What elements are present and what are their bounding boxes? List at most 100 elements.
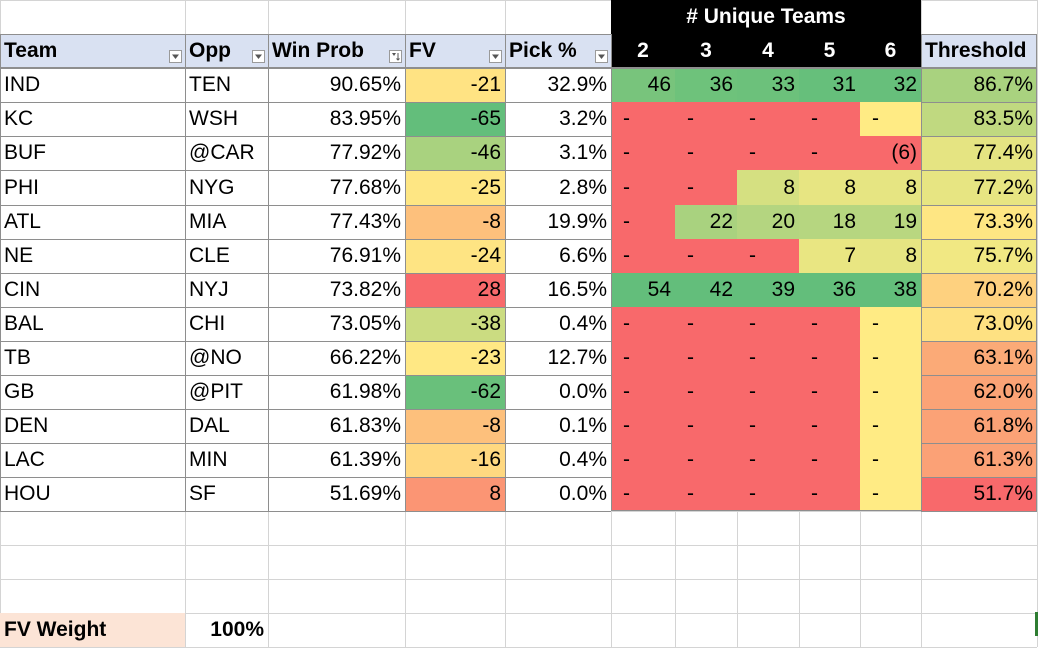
fv-weight-label[interactable]: FV Weight: [0, 613, 185, 647]
cell-opp[interactable]: @PIT: [189, 380, 243, 403]
cell-unique-5[interactable]: 7: [799, 239, 860, 273]
cell-fv[interactable]: 8: [405, 477, 505, 511]
cell-unique-3[interactable]: -: [675, 102, 737, 136]
cell-unique-6[interactable]: -: [860, 341, 921, 375]
cell-pick-pct[interactable]: 3.1%: [559, 141, 607, 164]
cell-team[interactable]: HOU: [4, 482, 51, 505]
cell-unique-5[interactable]: 31: [799, 68, 860, 102]
cell-unique-5[interactable]: -: [799, 136, 860, 170]
cell-win-prob[interactable]: 66.22%: [329, 346, 401, 369]
cell-threshold[interactable]: 61.3%: [921, 443, 1037, 477]
cell-unique-3[interactable]: 36: [675, 68, 737, 102]
cell-unique-6[interactable]: 32: [860, 68, 921, 102]
cell-unique-4[interactable]: -: [737, 375, 799, 409]
header-unique-2[interactable]: 2: [611, 34, 675, 68]
cell-unique-4[interactable]: -: [737, 136, 799, 170]
cell-unique-2[interactable]: -: [611, 102, 675, 136]
header-unique-teams[interactable]: # Unique Teams: [611, 0, 921, 34]
cell-unique-4[interactable]: 33: [737, 68, 799, 102]
cell-unique-2[interactable]: -: [611, 375, 675, 409]
cell-unique-4[interactable]: -: [737, 307, 799, 341]
cell-unique-3[interactable]: -: [675, 443, 737, 477]
cell-win-prob[interactable]: 77.43%: [329, 210, 401, 233]
cell-opp[interactable]: CHI: [189, 312, 226, 335]
cell-unique-6[interactable]: 8: [860, 170, 921, 205]
header-unique-6[interactable]: 6: [860, 34, 921, 68]
cell-win-prob[interactable]: 77.68%: [329, 175, 401, 199]
cell-unique-5[interactable]: -: [799, 341, 860, 375]
cell-threshold[interactable]: 73.3%: [921, 205, 1037, 239]
cell-unique-2[interactable]: -: [611, 307, 675, 341]
cell-team[interactable]: KC: [4, 107, 34, 130]
cell-unique-2[interactable]: -: [611, 477, 675, 511]
cell-unique-6[interactable]: -: [860, 375, 921, 409]
cell-team[interactable]: IND: [4, 73, 41, 96]
cell-win-prob[interactable]: 73.82%: [329, 278, 401, 301]
cell-unique-5[interactable]: -: [799, 443, 860, 477]
filter-dropdown-icon[interactable]: [489, 50, 502, 63]
cell-unique-6[interactable]: -: [860, 477, 921, 511]
cell-win-prob[interactable]: 77.92%: [329, 141, 401, 164]
cell-unique-2[interactable]: -: [611, 239, 675, 273]
cell-threshold[interactable]: 86.7%: [921, 68, 1037, 102]
cell-unique-4[interactable]: -: [737, 341, 799, 375]
cell-unique-6[interactable]: 38: [860, 273, 921, 307]
cell-unique-6[interactable]: 8: [860, 239, 921, 273]
cell-team[interactable]: GB: [4, 380, 35, 403]
cell-win-prob[interactable]: 61.98%: [329, 380, 401, 403]
cell-unique-4[interactable]: 39: [737, 273, 799, 307]
cell-unique-6[interactable]: -: [860, 307, 921, 341]
cell-unique-3[interactable]: -: [675, 170, 737, 205]
cell-opp[interactable]: NYJ: [189, 278, 229, 301]
cell-win-prob[interactable]: 51.69%: [329, 482, 401, 505]
cell-opp[interactable]: SF: [189, 482, 216, 505]
cell-win-prob[interactable]: 90.65%: [329, 73, 401, 96]
cell-win-prob[interactable]: 61.83%: [329, 414, 401, 437]
cell-unique-3[interactable]: -: [675, 409, 737, 443]
cell-pick-pct[interactable]: 0.4%: [559, 448, 607, 471]
header-threshold[interactable]: Threshold: [921, 34, 1037, 68]
cell-threshold[interactable]: 51.7%: [921, 477, 1037, 511]
cell-team[interactable]: BAL: [4, 312, 44, 335]
cell-threshold[interactable]: 73.0%: [921, 307, 1037, 341]
cell-fv[interactable]: -8: [405, 205, 505, 239]
header-team[interactable]: Team: [0, 34, 185, 68]
cell-threshold[interactable]: 75.7%: [921, 239, 1037, 273]
cell-fv[interactable]: -38: [405, 307, 505, 341]
cell-unique-3[interactable]: -: [675, 375, 737, 409]
cell-opp[interactable]: @NO: [189, 346, 242, 369]
cell-fv[interactable]: -65: [405, 102, 505, 136]
cell-pick-pct[interactable]: 2.8%: [559, 175, 607, 199]
cell-team[interactable]: NE: [4, 244, 34, 267]
cell-team[interactable]: CIN: [4, 278, 41, 301]
cell-unique-3[interactable]: 42: [675, 273, 737, 307]
cell-threshold[interactable]: 61.8%: [921, 409, 1037, 443]
cell-unique-5[interactable]: -: [799, 477, 860, 511]
cell-team[interactable]: PHI: [4, 175, 40, 199]
header-fv[interactable]: FV: [405, 34, 505, 68]
cell-unique-2[interactable]: -: [611, 443, 675, 477]
cell-fv[interactable]: -62: [405, 375, 505, 409]
cell-unique-5[interactable]: 18: [799, 205, 860, 239]
cell-unique-5[interactable]: -: [799, 409, 860, 443]
cell-fv[interactable]: -23: [405, 341, 505, 375]
cell-win-prob[interactable]: 61.39%: [329, 448, 401, 471]
filter-dropdown-icon[interactable]: [595, 50, 608, 63]
cell-pick-pct[interactable]: 0.0%: [559, 482, 607, 505]
cell-opp[interactable]: DAL: [189, 414, 230, 437]
cell-unique-5[interactable]: -: [799, 307, 860, 341]
cell-pick-pct[interactable]: 0.4%: [559, 312, 607, 335]
cell-threshold[interactable]: 63.1%: [921, 341, 1037, 375]
cell-team[interactable]: TB: [4, 346, 31, 369]
cell-unique-2[interactable]: -: [611, 409, 675, 443]
sort-descending-icon[interactable]: [389, 50, 402, 63]
header-unique-5[interactable]: 5: [799, 34, 860, 68]
cell-unique-4[interactable]: -: [737, 102, 799, 136]
cell-opp[interactable]: MIA: [189, 210, 227, 233]
cell-unique-6[interactable]: (6): [860, 136, 921, 170]
cell-pick-pct[interactable]: 6.6%: [559, 244, 607, 267]
fv-weight-value[interactable]: 100%: [210, 618, 264, 641]
cell-win-prob[interactable]: 83.95%: [329, 107, 401, 130]
cell-team[interactable]: ATL: [4, 210, 41, 233]
